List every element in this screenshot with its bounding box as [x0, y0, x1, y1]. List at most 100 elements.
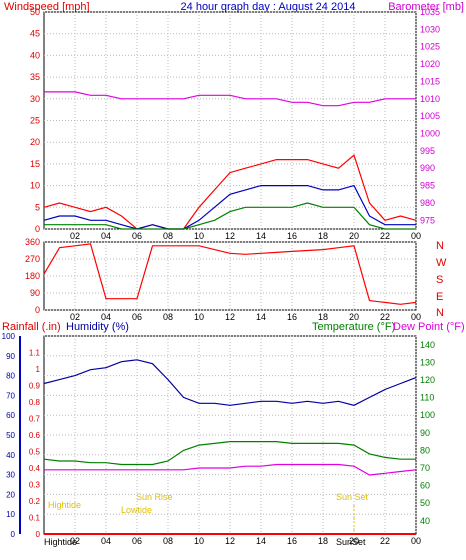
wind-y-tick-label: 20: [30, 137, 40, 147]
x-tick-label: 22: [380, 231, 390, 241]
x-tick-label: 08: [163, 536, 173, 546]
rain-y-tick-label: 0.9: [29, 382, 41, 391]
temp-y-tick-label: 80: [420, 445, 430, 455]
x-tick-label: 16: [287, 231, 297, 241]
x-tick-label: 16: [287, 312, 297, 322]
compass-n-top: N: [436, 240, 444, 252]
humidity-label: Humidity (%): [66, 321, 129, 333]
baro-y-tick-label: 1015: [420, 76, 440, 86]
wind-y-tick-label: 45: [30, 29, 40, 39]
rain-y-tick-label: 0.2: [29, 497, 41, 506]
x-tick-label: 20: [349, 231, 359, 241]
rain-y-tick-label: 0.4: [29, 464, 41, 473]
wind-y-tick-label: 10: [30, 181, 40, 191]
x-tick-label: 08: [163, 231, 173, 241]
x-tick-label: 12: [225, 312, 235, 322]
compass-s: S: [436, 274, 443, 286]
compass-n-bottom: N: [436, 307, 444, 319]
x-tick-label: 00: [411, 536, 421, 546]
x-tick-label: 02: [70, 536, 80, 546]
header-barometer: Barometer [mb]: [388, 1, 464, 13]
humidity-y-tick-label: 40: [6, 451, 15, 460]
baro-y-tick-label: 1035: [420, 7, 440, 17]
x-tick-label: 10: [194, 312, 204, 322]
x-tick-label: 14: [256, 312, 266, 322]
humidity-y-tick-label: 10: [6, 510, 15, 519]
header-title: 24 hour graph day : August 24 2014: [181, 1, 356, 13]
direction-y-tick-label: 90: [30, 288, 40, 298]
temp-y-tick-label: 120: [420, 375, 435, 385]
sunrise-label: Sun Rise: [136, 492, 173, 502]
rain-y-tick-label: 1.1: [29, 349, 41, 358]
temp-y-tick-label: 90: [420, 428, 430, 438]
x-tick-label: 04: [101, 312, 111, 322]
compass-e: E: [436, 291, 443, 303]
baro-y-tick-label: 1010: [420, 94, 440, 104]
humidity-y-tick-label: 30: [6, 471, 15, 480]
x-tick-label: 06: [132, 312, 142, 322]
temp-y-tick-label: 40: [420, 516, 430, 526]
humidity-y-tick-label: 50: [6, 431, 15, 440]
wind-y-tick-label: 50: [30, 7, 40, 17]
temp-y-tick-label: 100: [420, 410, 435, 420]
x-tick-label: 02: [70, 312, 80, 322]
x-tick-label: 22: [380, 536, 390, 546]
wind-y-tick-label: 0: [35, 224, 40, 234]
x-tick-label: 20: [349, 312, 359, 322]
wind-avg-line: [43, 184, 416, 230]
wind-y-tick-label: 15: [30, 159, 40, 169]
humidity-y-tick-label: 90: [6, 352, 15, 361]
x-tick-label: 16: [287, 536, 297, 546]
humidity-y-tick-label: 0: [11, 530, 16, 539]
baro-y-tick-label: 1030: [420, 24, 440, 34]
wind-y-tick-label: 40: [30, 50, 40, 60]
x-tick-label: 18: [318, 536, 328, 546]
x-tick-label: 14: [256, 536, 266, 546]
temp-y-tick-label: 130: [420, 357, 435, 367]
compass-w: W: [436, 257, 447, 269]
humidity-y-tick-label: 100: [2, 332, 16, 341]
humidity-y-tick-label: 80: [6, 372, 15, 381]
humidity-y-tick-label: 20: [6, 490, 15, 499]
rain-y-tick-label: 0.1: [29, 514, 41, 523]
temperature-label: Temperature (°F): [312, 321, 395, 333]
wind-max-line: [43, 154, 417, 230]
series-layer: [43, 91, 417, 535]
rain-y-tick-label: 0.3: [29, 481, 41, 490]
x-tick-label: 04: [101, 536, 111, 546]
baro-y-tick-label: 1005: [420, 111, 440, 121]
baro-y-tick-label: 1025: [420, 42, 440, 52]
x-tick-label: 18: [318, 312, 328, 322]
temp-y-tick-label: 70: [420, 463, 430, 473]
temperature-line: [43, 441, 416, 466]
x-tick-label: 20: [349, 536, 359, 546]
header-windspeed: Windspeed [mph]: [4, 1, 90, 13]
x-tick-label: 18: [318, 231, 328, 241]
temp-y-tick-label: 50: [420, 498, 430, 508]
rain-y-tick-label: 0.8: [29, 398, 41, 407]
rain-y-tick-label: 0: [36, 530, 41, 539]
wind-y-tick-label: 35: [30, 72, 40, 82]
x-tick-label: 22: [380, 312, 390, 322]
x-tick-label: 04: [101, 231, 111, 241]
rain-y-tick-label: 0.5: [29, 448, 41, 457]
rain-y-tick-label: 0.6: [29, 431, 41, 440]
wind-min-line: [44, 202, 416, 230]
sunset-label: Sun Set: [336, 492, 369, 502]
x-tick-label: 10: [194, 231, 204, 241]
wind-y-tick-label: 30: [30, 94, 40, 104]
hightide-bottom-label: Hightide: [44, 537, 77, 547]
wind-y-tick-label: 25: [30, 116, 40, 126]
x-tick-label: 02: [70, 231, 80, 241]
hightide-top-label: Hightide: [48, 500, 81, 510]
humidity-y-tick-label: 70: [6, 391, 15, 400]
rainfall-label: Rainfall (.in): [2, 321, 61, 333]
x-tick-label: 12: [225, 231, 235, 241]
temp-y-tick-label: 140: [420, 340, 435, 350]
x-tick-label: 08: [163, 312, 173, 322]
x-tick-label: 06: [132, 231, 142, 241]
direction-y-tick-label: 0: [35, 305, 40, 315]
